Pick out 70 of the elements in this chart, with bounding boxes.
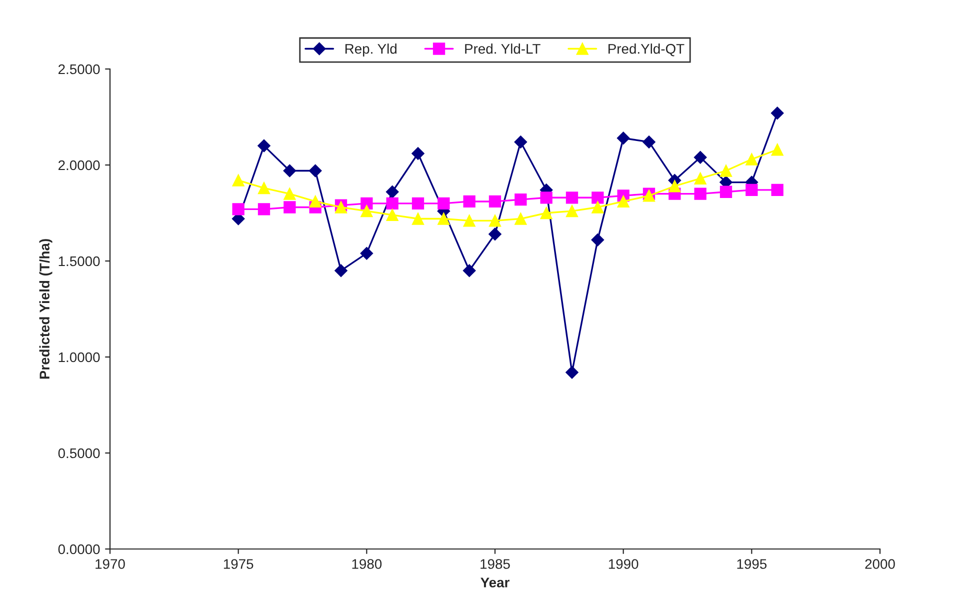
- point: [232, 174, 244, 186]
- point: [258, 203, 270, 216]
- point: [334, 264, 348, 278]
- point: [591, 233, 604, 246]
- x-tick-label: 1980: [352, 559, 382, 569]
- point: [232, 203, 244, 216]
- point: [309, 195, 322, 208]
- y-tick-label: 2.5000: [58, 64, 100, 74]
- point: [488, 195, 502, 208]
- point: [720, 186, 732, 198]
- point: [746, 153, 758, 166]
- x-tick-label: 1985: [480, 559, 510, 569]
- x-tick-label: 1975: [224, 559, 254, 569]
- point: [668, 180, 681, 192]
- x-tick-label: 1970: [96, 559, 125, 569]
- point: [642, 136, 656, 148]
- point: [770, 106, 784, 120]
- point: [360, 205, 373, 218]
- point: [386, 185, 399, 198]
- point: [284, 201, 296, 214]
- point: [488, 228, 502, 241]
- point: [438, 197, 450, 210]
- point: [283, 164, 296, 178]
- y-tick-label: 1.0000: [58, 352, 100, 362]
- x-axis-title: Year: [480, 578, 510, 588]
- point: [258, 139, 270, 152]
- y-tick-label: 1.5000: [58, 256, 100, 266]
- point: [540, 192, 552, 204]
- point: [412, 212, 424, 225]
- legend-label: Pred. Yld-LT: [465, 44, 540, 54]
- point: [386, 197, 398, 210]
- y-tick-label: 2.0000: [58, 160, 100, 170]
- x-tick-label: 1995: [737, 559, 767, 569]
- point: [438, 212, 450, 225]
- point: [566, 205, 578, 218]
- point: [694, 150, 707, 164]
- y-tick-label: 0.5000: [58, 448, 100, 458]
- point: [566, 366, 578, 379]
- point: [566, 192, 578, 204]
- y-axis-title: Predicted Yield (T/ha): [39, 239, 52, 379]
- legend-label: Pred.Yld-QT: [608, 44, 684, 56]
- point: [746, 184, 758, 196]
- point: [488, 214, 502, 227]
- legend-label: Rep. Yld: [345, 44, 396, 56]
- point: [616, 132, 630, 145]
- point: [514, 212, 527, 225]
- point: [540, 206, 552, 220]
- point: [694, 172, 706, 185]
- point: [617, 195, 630, 208]
- point: [514, 193, 527, 206]
- point: [720, 164, 732, 177]
- point: [463, 195, 476, 208]
- point: [771, 184, 784, 196]
- point: [258, 182, 270, 194]
- point: [386, 208, 398, 221]
- point: [284, 188, 296, 200]
- point: [592, 201, 604, 214]
- point: [308, 164, 322, 178]
- point: [412, 197, 424, 210]
- y-tick-label: 0.0000: [58, 544, 100, 554]
- point: [771, 144, 784, 156]
- x-tick-label: 2000: [865, 559, 895, 569]
- point: [360, 246, 374, 260]
- x-tick-label: 1990: [608, 559, 638, 569]
- point: [514, 136, 528, 148]
- point: [463, 214, 476, 227]
- point: [462, 264, 476, 278]
- point: [412, 147, 424, 160]
- point: [592, 192, 604, 204]
- point: [694, 188, 706, 200]
